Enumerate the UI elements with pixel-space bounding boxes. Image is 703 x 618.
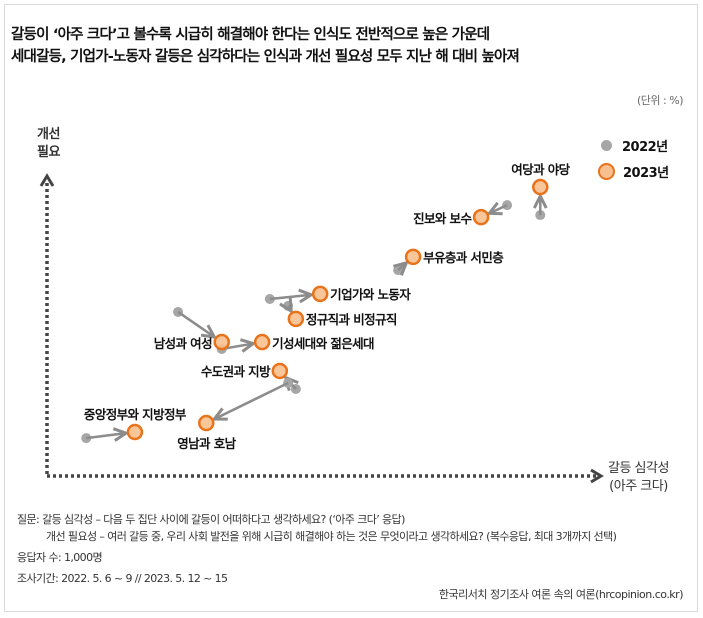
point-label: 부유층과 서민층: [423, 250, 504, 266]
chart-title: 갈등이 ‘아주 크다’고 볼수록 시급히 해결해야 한다는 인식도 전반적으로 …: [11, 24, 520, 68]
point-label: 정규직과 비정규직: [305, 312, 398, 328]
change-arrow: [214, 381, 289, 419]
change-arrow: [489, 205, 508, 213]
point-label: 여당과 야당: [511, 162, 570, 178]
x-axis-arrow-icon: [590, 468, 604, 484]
question-2: 개선 필요성 – 여러 갈등 중, 우리 사회 발전을 위해 시급히 해결해야 …: [46, 530, 617, 543]
point-label: 수도권과 지방: [200, 364, 271, 380]
question-1-row: 질문: 갈등 심각성 – 다음 두 집단 사이에 갈등이 어떠하다고 생각하세요…: [17, 511, 616, 528]
point-label: 진보와 보수: [413, 210, 472, 226]
axes: [39, 173, 604, 484]
chart-frame: [4, 4, 698, 612]
question-1: 갈등 심각성 – 다음 두 집단 사이에 갈등이 어떠하다고 생각하세요? (‘…: [42, 513, 405, 526]
point-2023: [213, 333, 230, 351]
point-label: 영남과 호남: [177, 436, 236, 452]
change-arrow: [269, 295, 311, 299]
question-prefix: 질문:: [17, 513, 40, 526]
title-line-1: 갈등이 ‘아주 크다’고 볼수록 시급히 해결해야 한다는 인식도 전반적으로 …: [11, 27, 490, 43]
notes: 질문: 갈등 심각성 – 다음 두 집단 사이에 갈등이 어떠하다고 생각하세요…: [17, 511, 617, 587]
legend-circle-2023-icon: [598, 162, 615, 180]
respondents: 응답자 수: 1,000명: [17, 551, 103, 564]
point-2023: [287, 310, 305, 328]
legend-item-2023: 2023년: [598, 158, 669, 184]
legend-item-2022: 2022년: [598, 132, 669, 158]
point-2023: [532, 178, 549, 196]
legend-dot-2022-icon: [601, 139, 612, 151]
x-axis-label: 갈등 심각성 (아주 크다): [608, 460, 669, 496]
point-2023: [126, 423, 144, 441]
source: 한국리서치 정기조사 여론 속의 여론(hrcopinion.co.kr): [438, 588, 684, 601]
point-label: 남성과 여성: [153, 335, 213, 351]
y-axis-label: 개선 필요: [37, 126, 60, 162]
point-2023: [472, 208, 490, 226]
point-2023: [198, 414, 215, 432]
legend-label-2023: 2023년: [623, 165, 669, 181]
x-axis-label-line-2: (아주 크다): [609, 479, 668, 494]
legend-label-2022: 2022년: [622, 139, 668, 155]
y-axis-label-line-2: 필요: [37, 145, 60, 160]
x-axis-label-line-1: 갈등 심각성: [608, 461, 669, 476]
point-label: 기업가와 노동자: [330, 287, 411, 303]
change-arrow: [86, 433, 126, 438]
change-arrow: [398, 263, 406, 270]
survey-period: 조사기간: 2022. 5. 6 ~ 9 // 2023. 5. 12 ~ 15: [17, 572, 228, 585]
title-line-2: 세대갈등, 기업가-노동자 갈등은 심각하다는 인식과 개선 필요성 모두 지난…: [11, 49, 520, 65]
change-arrow: [177, 310, 214, 337]
y-axis-label-line-1: 개선: [37, 127, 60, 142]
y-axis-arrow-icon: [39, 173, 55, 187]
point-2023: [271, 362, 289, 380]
point-2023: [253, 333, 271, 351]
legend: 2022년 2023년: [598, 132, 669, 184]
change-arrow: [288, 306, 291, 311]
point-label: 중앙정부와 지방정부: [83, 407, 186, 423]
unit-label: (단위 : %): [637, 94, 683, 107]
point-2023: [311, 285, 329, 303]
point-2023: [404, 248, 422, 266]
point-label: 기성세대와 젊은세대: [272, 335, 374, 351]
